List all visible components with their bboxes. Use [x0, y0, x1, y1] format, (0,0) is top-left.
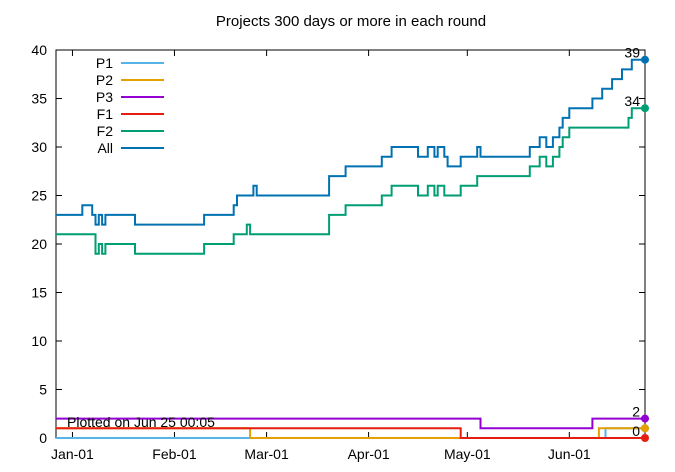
- x-tick-label: Apr-01: [348, 446, 390, 462]
- end-label-f2: 34: [624, 93, 640, 109]
- legend-label-p2: P2: [96, 72, 113, 88]
- y-tick-label: 10: [31, 333, 47, 349]
- end-label-f1: 0: [632, 423, 640, 439]
- end-marker-p2: [641, 424, 649, 433]
- x-tick-label: Mar-01: [244, 446, 289, 462]
- series-line-f1: [56, 427, 645, 439]
- legend-label-f2: F2: [97, 123, 114, 139]
- series-line-p3: [56, 417, 645, 430]
- chart-title: Projects 300 days or more in each round: [216, 13, 486, 30]
- y-tick-label: 5: [39, 382, 47, 398]
- end-label-p3: 2: [632, 404, 640, 420]
- plotted-on-note: Plotted on Jun 25 00:05: [67, 414, 215, 430]
- y-tick-label: 15: [31, 285, 47, 301]
- x-tick-label: May-01: [444, 446, 491, 462]
- series-line-f2: [56, 107, 645, 255]
- legend-label-all: All: [97, 140, 113, 156]
- legend-label-f1: F1: [97, 106, 114, 122]
- y-tick-label: 35: [31, 91, 47, 107]
- end-marker-f2: [641, 104, 649, 113]
- end-marker-f1: [641, 434, 649, 442]
- y-tick-label: 0: [39, 430, 47, 446]
- x-tick-label: Feb-01: [152, 446, 197, 462]
- end-labels: 2 0 34 39: [624, 45, 649, 442]
- legend-label-p1: P1: [96, 55, 113, 71]
- x-tick-label: Jun-01: [548, 446, 591, 462]
- end-marker-all: [641, 55, 649, 64]
- y-tick-label: 30: [31, 139, 47, 155]
- end-marker-p3: [641, 414, 649, 423]
- y-tick-label: 40: [31, 42, 47, 58]
- plot-area-border: [55, 49, 646, 439]
- y-tick-label: 25: [31, 188, 47, 204]
- y-tick-label: 20: [31, 236, 47, 252]
- end-label-all: 39: [624, 45, 640, 61]
- series-line-all: [56, 58, 645, 226]
- legend-label-p3: P3: [96, 89, 113, 105]
- x-tick-label: Jan-01: [51, 446, 94, 462]
- series-layer: [56, 58, 645, 439]
